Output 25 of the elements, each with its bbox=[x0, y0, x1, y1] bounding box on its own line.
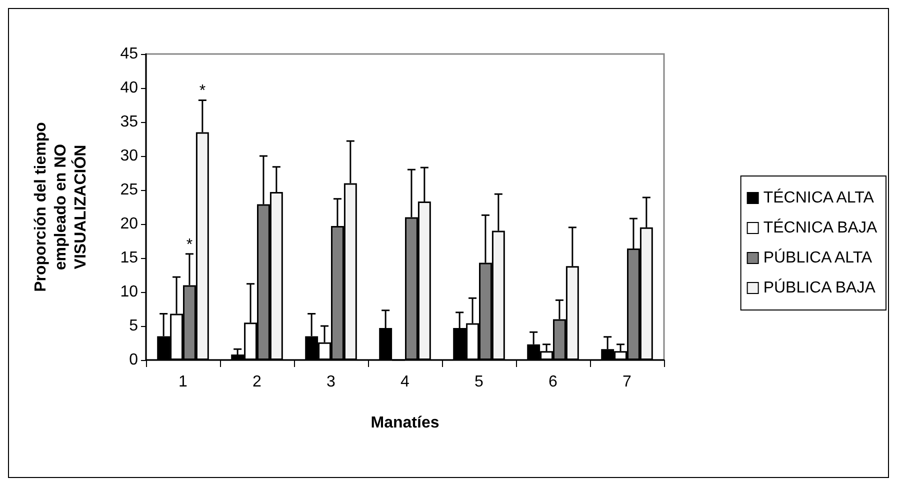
y-tick-label: 40 bbox=[120, 80, 138, 96]
y-tick-label: 5 bbox=[129, 318, 138, 334]
x-axis-title: Manatíes bbox=[370, 414, 440, 432]
x-tick-label: 5 bbox=[474, 374, 484, 390]
y-tick-label: 0 bbox=[129, 352, 138, 368]
y-tick-label: 35 bbox=[120, 114, 138, 130]
x-tick-label: 7 bbox=[622, 374, 632, 390]
legend-label: PÚBLICA BAJA bbox=[763, 278, 876, 296]
x-tick-label: 3 bbox=[326, 374, 336, 390]
annotation: * bbox=[186, 236, 193, 254]
legend-label: TÉCNICA ALTA bbox=[763, 188, 874, 206]
y-tick-label: 10 bbox=[120, 284, 138, 300]
y-tick-label: 45 bbox=[120, 46, 138, 62]
legend-label: PÚBLICA ALTA bbox=[763, 248, 872, 266]
y-tick-label: 25 bbox=[120, 182, 138, 198]
x-tick-label: 4 bbox=[400, 374, 410, 390]
y-axis-title: Proporción del tiempo empleado en NO VISUALIZACIÓN bbox=[32, 122, 90, 292]
x-tick-label: 6 bbox=[548, 374, 558, 390]
y-tick-label: 30 bbox=[120, 148, 138, 164]
x-tick-label: 1 bbox=[178, 374, 188, 390]
y-tick-label: 20 bbox=[120, 216, 138, 232]
x-tick-label: 2 bbox=[252, 374, 262, 390]
y-tick-label: 15 bbox=[120, 250, 138, 266]
legend-label: TÉCNICA BAJA bbox=[763, 218, 878, 236]
annotation: * bbox=[199, 82, 206, 100]
